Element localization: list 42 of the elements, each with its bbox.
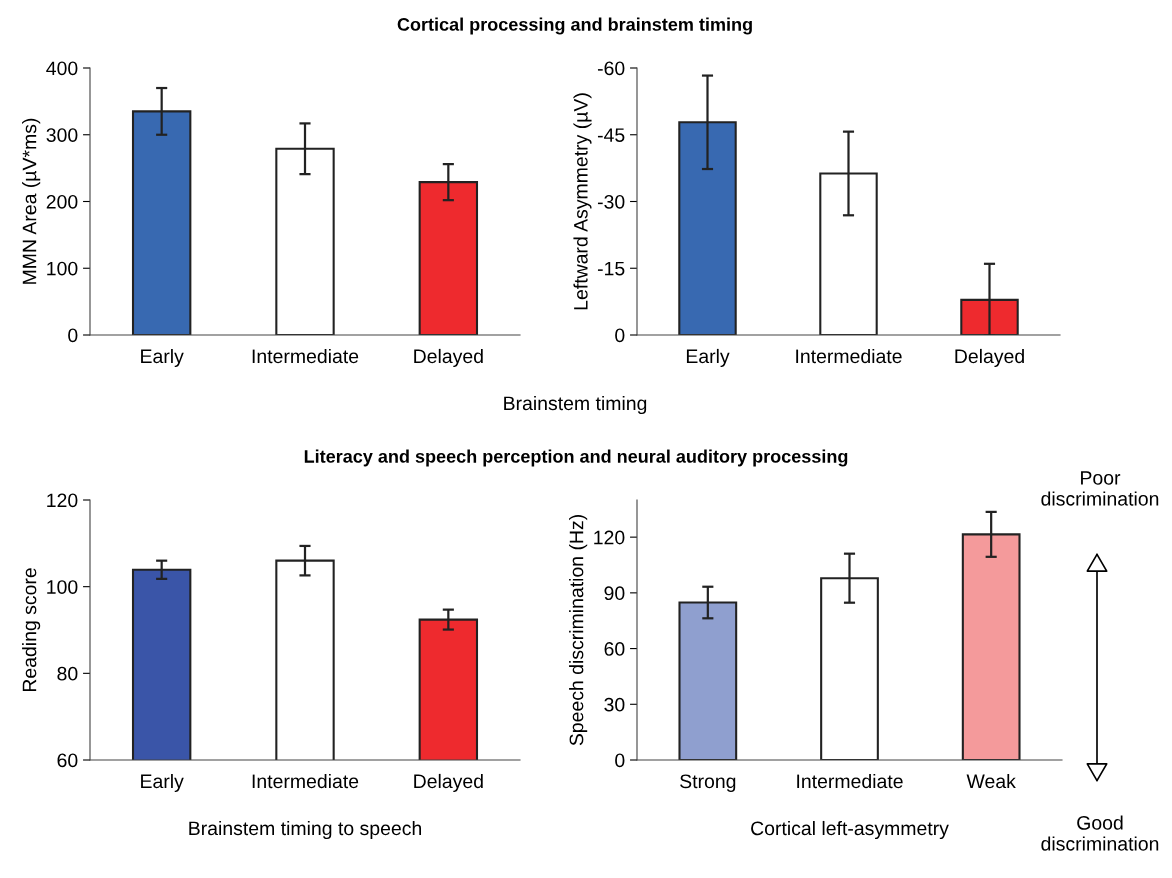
y-axis-title: Leftward Asymmetry (µV) [573, 93, 592, 310]
x-tick-label: Intermediate [796, 348, 902, 364]
x-tick-label: Intermediate [797, 773, 903, 789]
x-tick-label: Intermediate [252, 348, 359, 364]
x-tick-label: Strong [680, 774, 736, 793]
x-tick-label: Early [686, 348, 730, 368]
y-tick-label: 400 [46, 61, 78, 76]
x-tick-label: Delayed [414, 348, 483, 368]
x-tick-label: Early [141, 348, 184, 368]
x-axis-title: Cortical left-asymmetry [751, 820, 949, 840]
y-tick-label: 100 [47, 261, 78, 276]
text: Literacy and speech perception and neural auditory processing [304, 449, 848, 467]
y-tick-label: 0 [68, 328, 78, 343]
y-tick-label: 0 [615, 753, 625, 768]
y-tick-label: 90 [604, 586, 625, 601]
y-tick-label: -30 [597, 194, 625, 209]
y-tick-label: 30 [604, 697, 625, 712]
y-tick-label: 200 [46, 194, 78, 209]
y-tick-label: 120 [594, 530, 625, 545]
y-tick-label: 0 [615, 328, 625, 343]
text: Cortical processing and brainstem timing [397, 17, 752, 35]
y-tick-label: 60 [604, 642, 625, 656]
text: Good discrimination [1041, 815, 1159, 851]
x-tick-label: Early [141, 773, 184, 793]
y-tick-label: -15 [597, 261, 625, 276]
y-tick-label: 300 [46, 128, 78, 142]
y-tick-label: -45 [597, 128, 625, 142]
y-axis-title: MMN Area (µV*ms) [22, 118, 41, 284]
y-axis-title: Reading score [22, 568, 41, 692]
x-tick-label: Delayed [414, 773, 483, 793]
y-tick-label: 80 [57, 666, 78, 681]
y-tick-label: 60 [57, 753, 78, 768]
y-axis-title: Speech discrimination (Hz) [569, 515, 588, 746]
x-tick-label: Intermediate [252, 773, 359, 789]
y-tick-label: -60 [597, 61, 625, 76]
y-tick-label: 100 [47, 580, 78, 594]
x-tick-label: Weak [966, 773, 1016, 789]
x-axis-title: Brainstem timing to speech [189, 820, 422, 840]
y-tick-label: 120 [47, 493, 78, 508]
annotation: Poor discrimination [1041, 471, 1159, 506]
x-axis-title: Brainstem timing [504, 395, 647, 415]
x-tick-label: Delayed [955, 348, 1024, 368]
